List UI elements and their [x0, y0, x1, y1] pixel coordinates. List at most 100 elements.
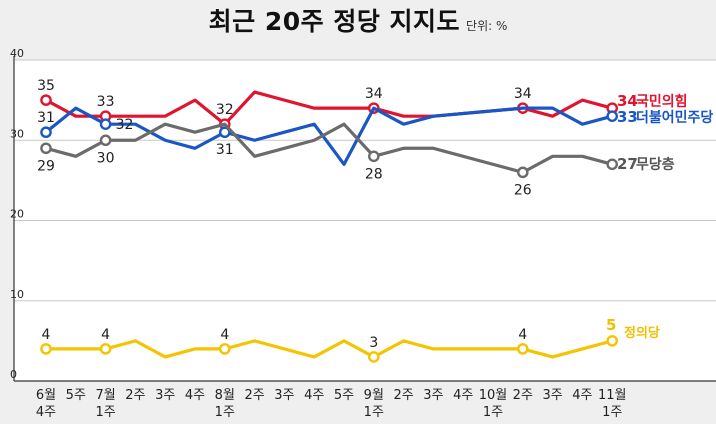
x-tick-label: 9월 1주 [364, 388, 384, 420]
data-label: 32 [216, 102, 234, 118]
data-label: 4 [42, 327, 51, 343]
x-tick-label-line: 4주 [36, 405, 56, 420]
x-tick-label: 2주 [125, 388, 145, 403]
data-point-marker [40, 343, 52, 355]
data-label: 26 [514, 182, 532, 198]
data-point-marker [367, 150, 380, 163]
series-name: 무당층 [636, 156, 675, 173]
data-label: 32 [116, 117, 134, 133]
x-tick-label: 7월 1주 [95, 388, 115, 420]
data-point-marker [40, 126, 52, 139]
x-tick-label: 10월 1주 [479, 388, 508, 420]
data-label: 3 [369, 335, 378, 351]
data-label: 4 [220, 327, 229, 343]
data-point-marker [40, 142, 52, 155]
x-tick-label: 4주 [453, 388, 473, 403]
x-tick-label-line: 2주 [513, 388, 533, 403]
data-label: 28 [365, 166, 383, 182]
x-tick-label-line: 3주 [155, 388, 175, 403]
x-tick-label-line: 5주 [334, 388, 354, 403]
series-end-value: 5 [606, 316, 616, 334]
x-tick-label-line: 9월 [364, 388, 384, 403]
x-tick-label-line: 1주 [483, 405, 503, 420]
x-tick-label: 2주 [244, 388, 264, 403]
data-point-marker [99, 343, 112, 355]
chart-title-area: 최근 20주 정당 지지도 단위: % [0, 2, 716, 38]
data-point-marker [517, 166, 529, 179]
x-tick-label-line: 3주 [542, 388, 562, 403]
x-tick-label: 4주 [304, 388, 324, 403]
data-point-marker [99, 118, 112, 130]
data-point-marker [517, 343, 529, 355]
series-line [44, 106, 614, 166]
x-tick-label-line: 2주 [393, 388, 413, 403]
x-tick-label: 3주 [274, 388, 294, 403]
data-label: 30 [97, 150, 115, 166]
x-tick-label-line: 2주 [125, 388, 145, 403]
x-tick-label-line: 1주 [602, 405, 622, 420]
unit-label: 단위: % [466, 19, 508, 33]
y-tick-label: 40 [10, 47, 24, 60]
data-point-marker [99, 134, 112, 147]
data-label: 31 [37, 110, 55, 126]
x-tick-label-line: 1주 [364, 405, 384, 420]
x-tick-label-line: 2주 [244, 388, 264, 403]
series-name: 국민의힘 [636, 93, 688, 110]
x-tick-label: 2주 [513, 388, 533, 403]
data-point-marker [367, 351, 380, 363]
data-label: 4 [518, 327, 527, 343]
x-tick-label: 3주 [155, 388, 175, 403]
data-label: 29 [37, 158, 55, 174]
x-tick-label: 8월 1주 [215, 388, 235, 420]
x-tick-label: 11월 1주 [598, 388, 627, 420]
data-label: 34 [365, 86, 383, 102]
series-name: 정의당 [624, 325, 660, 341]
chart-title: 최근 20주 정당 지지도 [208, 7, 461, 36]
end-point-marker [606, 158, 619, 171]
data-point-marker [40, 94, 52, 106]
x-tick-label: 4주 [185, 388, 205, 403]
x-tick-label: 2주 [393, 388, 413, 403]
end-point-marker [606, 335, 619, 347]
series-end-value: 34 [617, 92, 638, 110]
x-tick-label: 4주 [572, 388, 592, 403]
y-tick-label: 30 [10, 127, 24, 140]
x-tick-label-line: 3주 [423, 388, 443, 403]
series-end-value: 27 [617, 155, 638, 173]
x-tick-label: 5주 [334, 388, 354, 403]
x-tick-label-line: 4주 [572, 388, 592, 403]
x-tick-label-line: 1주 [215, 405, 235, 420]
x-tick-label-line: 4주 [185, 388, 205, 403]
data-point-marker [218, 126, 231, 139]
x-tick-label-line: 11월 [598, 388, 627, 403]
data-label: 33 [97, 94, 115, 110]
x-tick-label-line: 6월 [36, 388, 56, 403]
series-name: 더불어민주당 [636, 109, 713, 126]
data-label: 31 [216, 142, 234, 158]
x-tick-label: 6월 4주 [36, 388, 56, 420]
data-label: 35 [37, 78, 55, 94]
x-tick-label-line: 5주 [66, 388, 86, 403]
x-tick-label: 3주 [423, 388, 443, 403]
x-tick-label: 5주 [66, 388, 86, 403]
end-point-marker [606, 110, 619, 122]
x-tick-label-line: 1주 [95, 405, 115, 420]
y-tick-label: 20 [10, 208, 24, 221]
x-tick-label-line: 3주 [274, 388, 294, 403]
y-tick-label: 10 [10, 288, 24, 301]
data-point-marker [218, 343, 231, 355]
x-tick-label: 3주 [542, 388, 562, 403]
series-end-label: 5 정의당 [606, 316, 660, 341]
series-end-value: 33 [617, 108, 638, 126]
x-tick-label-line: 10월 [479, 388, 508, 403]
x-tick-label-line: 4주 [453, 388, 473, 403]
x-tick-label-line: 4주 [304, 388, 324, 403]
x-tick-label-line: 8월 [215, 388, 235, 403]
data-label: 4 [101, 327, 110, 343]
data-label: 34 [514, 86, 532, 102]
